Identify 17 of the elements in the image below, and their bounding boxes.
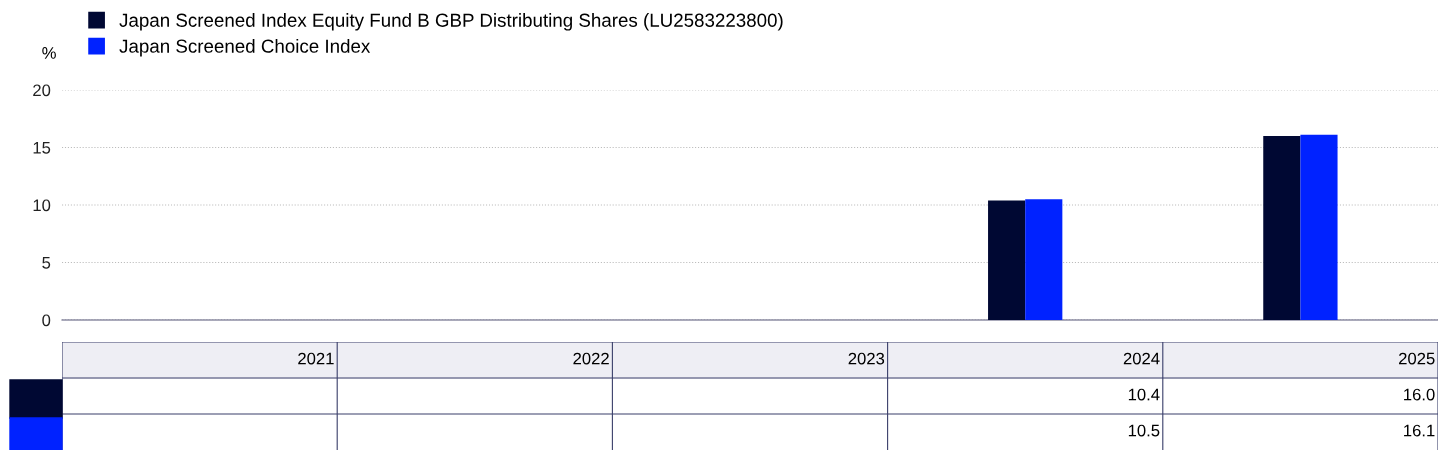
- x-tick-label: 2021: [298, 352, 334, 365]
- data-label: 16.1: [1404, 424, 1435, 437]
- x-tick-label: 2024: [1123, 352, 1160, 365]
- y-tick-label: 5: [42, 257, 51, 269]
- data-label: 16.0: [1404, 388, 1435, 401]
- y-tick-label: 15: [33, 142, 51, 154]
- y-tick-label: 20: [33, 84, 51, 97]
- x-tick-label: 2025: [1399, 352, 1435, 365]
- y-tick-label: 0: [42, 314, 51, 327]
- x-tick-label: 2022: [573, 352, 609, 365]
- data-label: 10.5: [1128, 424, 1160, 437]
- x-tick-label: 2023: [848, 352, 885, 365]
- legend-label: Japan Screened Index Equity Fund B GBP Distributing Shares (LU2583223800): [119, 13, 783, 31]
- y-axis-title: %: [42, 47, 56, 59]
- data-label: 10.4: [1128, 388, 1160, 401]
- y-tick-label: 10: [33, 199, 51, 212]
- legend-label: Japan Screened Choice Index: [119, 39, 371, 57]
